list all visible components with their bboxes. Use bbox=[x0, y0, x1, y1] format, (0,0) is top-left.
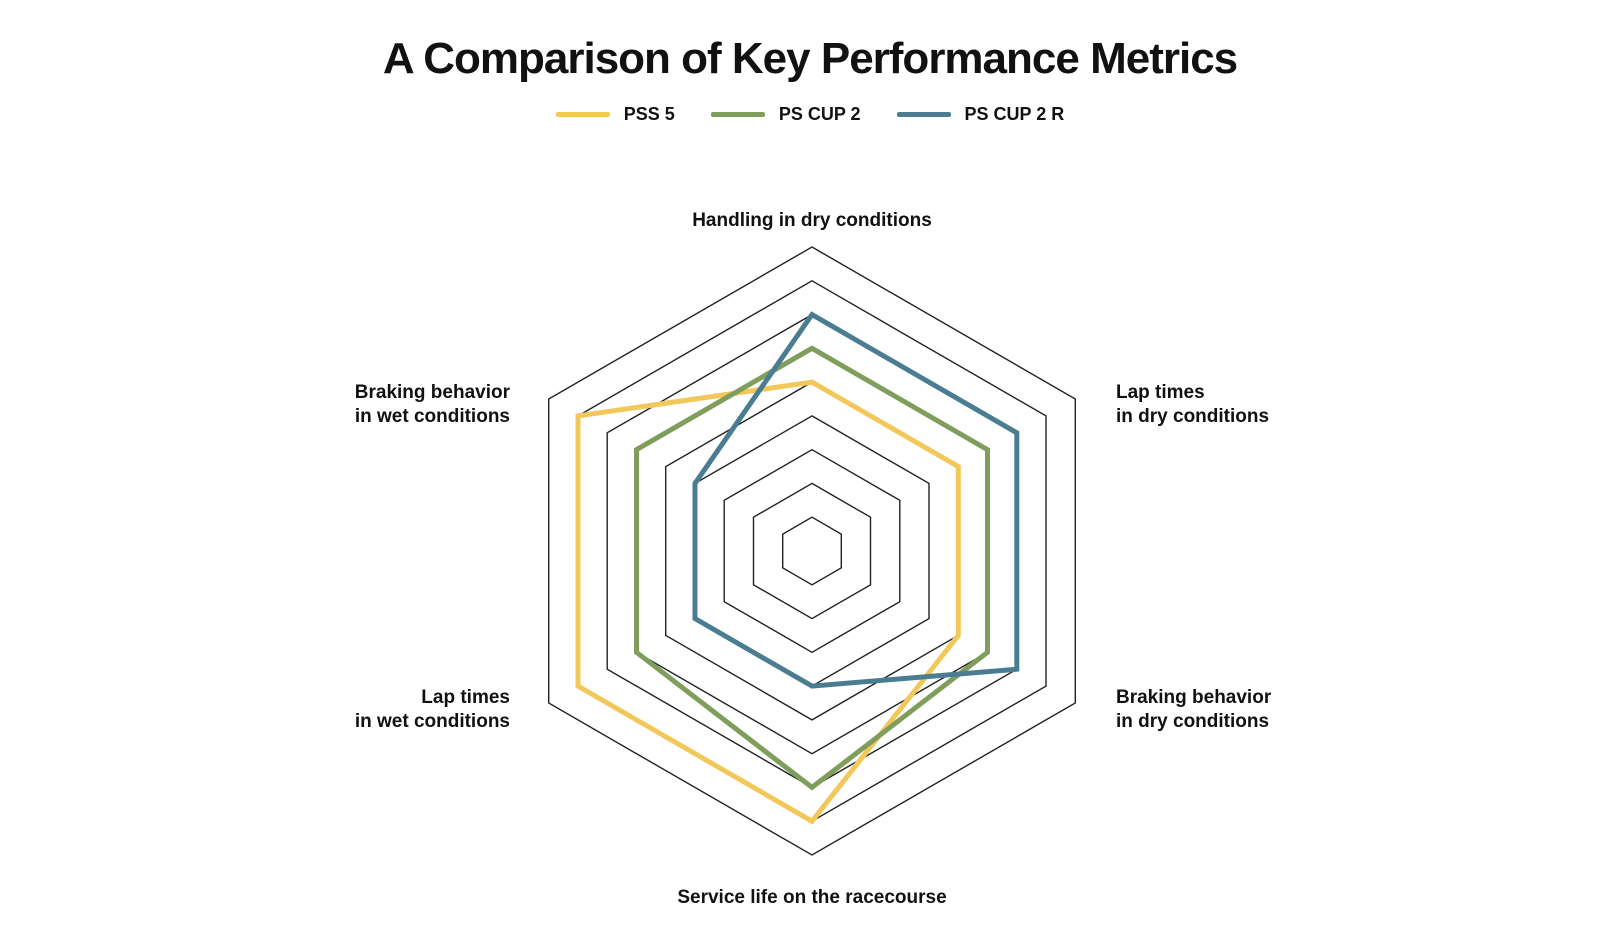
axis-label-4-line-0: Lap times bbox=[421, 687, 510, 708]
legend-item-pss5: PSS 5 bbox=[555, 104, 675, 125]
legend-swatch-pss5 bbox=[555, 112, 610, 117]
legend-item-ps-cup-2-r: PS CUP 2 R bbox=[896, 104, 1065, 125]
axis-label-5-line-0: Braking behavior bbox=[355, 382, 511, 403]
axis-label-3-line-0: Service life on the racecourse bbox=[677, 887, 946, 908]
axis-label-2-line-1: in dry conditions bbox=[1116, 711, 1269, 732]
grid-ring-9 bbox=[548, 246, 1077, 856]
grid-ring-2 bbox=[752, 482, 872, 620]
axis-label-1-line-1: in dry conditions bbox=[1116, 406, 1269, 427]
legend-label-ps-cup-2: PS CUP 2 bbox=[778, 104, 861, 124]
series-line-ps-cup-2 bbox=[634, 345, 990, 791]
grid-ring-4 bbox=[694, 415, 930, 687]
radar-grid bbox=[548, 246, 1077, 856]
grid-ring-1 bbox=[782, 516, 842, 586]
legend-swatch-ps-cup-2-r bbox=[896, 112, 951, 117]
radar-series bbox=[575, 311, 1020, 825]
grid-ring-3 bbox=[723, 448, 901, 654]
legend: PSS 5 PS CUP 2 PS CUP 2 R bbox=[0, 104, 1620, 125]
legend-swatch-ps-cup-2 bbox=[710, 112, 765, 117]
axis-label-5-line-1: in wet conditions bbox=[355, 406, 510, 427]
legend-item-ps-cup-2: PS CUP 2 bbox=[710, 104, 861, 125]
axis-label-1-line-0: Lap times bbox=[1116, 382, 1205, 403]
grid-ring-8 bbox=[577, 279, 1047, 823]
grid-ring-7 bbox=[606, 313, 1018, 789]
axis-label-4-line-1: in wet conditions bbox=[355, 711, 510, 732]
series-line-ps-cup-2-r bbox=[692, 311, 1020, 689]
axis-label-2-line-0: Braking behavior bbox=[1116, 687, 1272, 708]
series-line-pss-5 bbox=[575, 379, 961, 825]
axis-labels: Handling in dry conditions Lap times in dr… bbox=[355, 210, 1272, 908]
legend-label-ps-cup-2-r: PS CUP 2 R bbox=[964, 104, 1065, 124]
grid-ring-5 bbox=[665, 381, 959, 721]
axis-label-0-line-0: Handling in dry conditions bbox=[692, 210, 932, 231]
chart-title: A Comparison of Key Performance Metrics bbox=[382, 34, 1238, 83]
legend-label-pss5: PSS 5 bbox=[623, 104, 675, 124]
